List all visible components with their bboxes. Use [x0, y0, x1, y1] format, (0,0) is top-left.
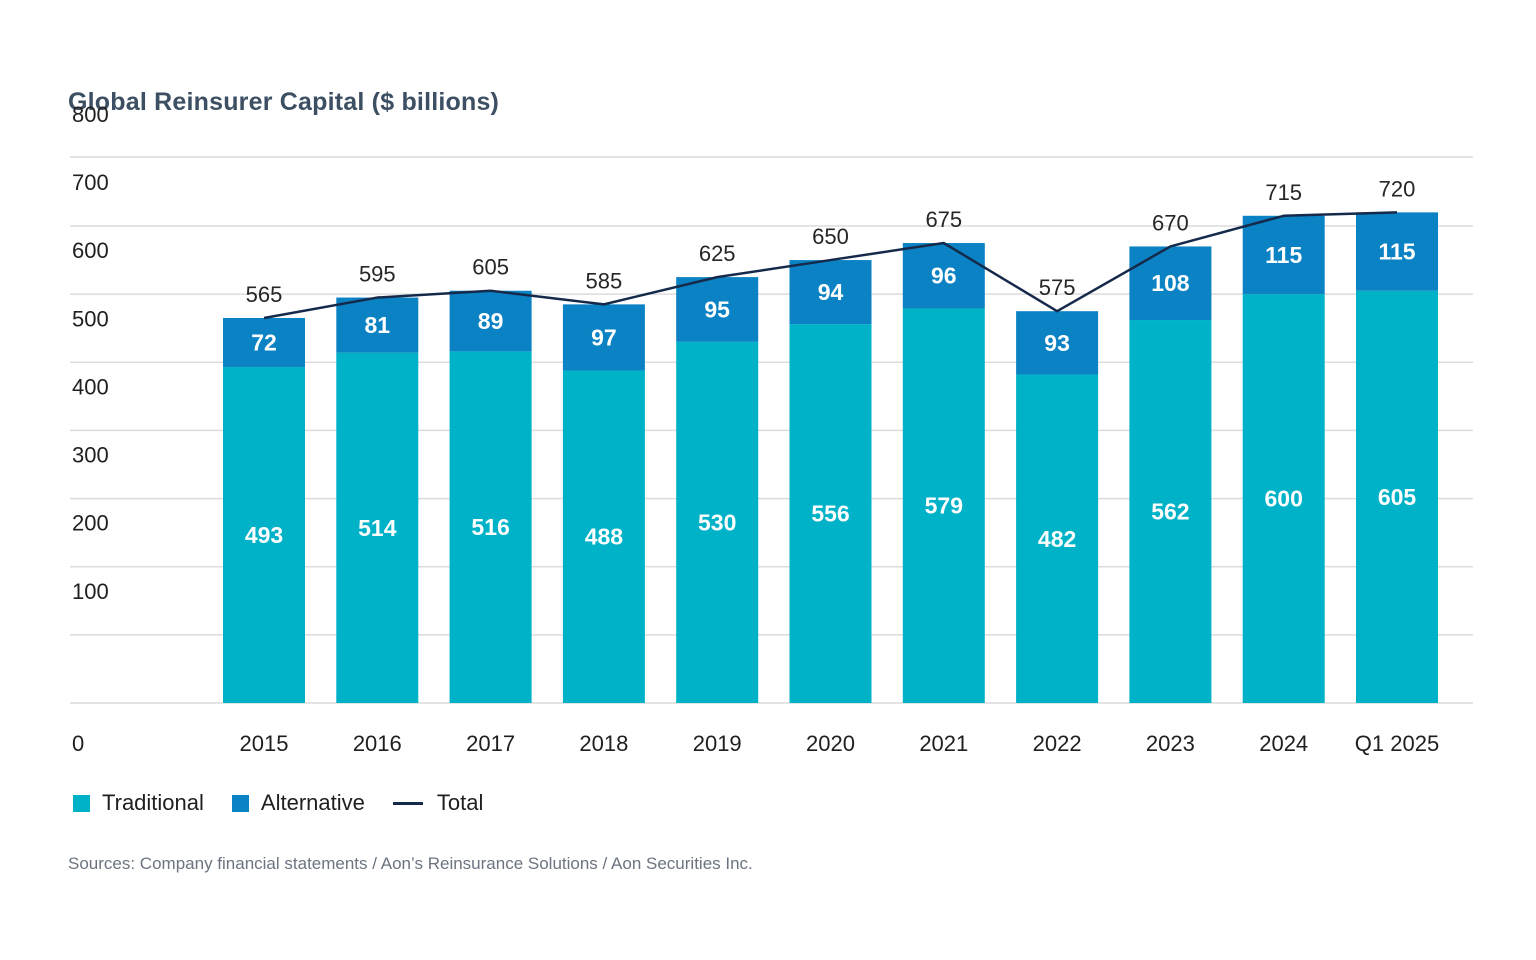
- data-label-total: 585: [586, 268, 623, 293]
- data-label-total: 720: [1379, 176, 1416, 201]
- bar-traditional: [223, 367, 305, 703]
- data-label-total: 625: [699, 241, 736, 266]
- y-tick-label: 600: [72, 238, 109, 263]
- data-label-alternative: 95: [704, 296, 730, 322]
- bar-alternative: [1016, 311, 1099, 375]
- data-label-total: 565: [246, 282, 283, 307]
- bar-alternative: [449, 290, 532, 352]
- y-tick-label: 300: [72, 443, 109, 468]
- data-label-alternative: 94: [818, 279, 844, 305]
- x-tick-label: 2015: [240, 731, 289, 756]
- data-labels: 493 72 565 514 81 595 516 89 605 488 97 585 530 95 625…: [245, 176, 1417, 551]
- data-label-traditional: 516: [471, 514, 509, 540]
- data-label-traditional: 530: [698, 509, 736, 535]
- series-line-total: [263, 211, 1398, 320]
- legend: Traditional Alternative Total: [73, 790, 511, 816]
- bar-alternative: [1129, 246, 1212, 321]
- data-label-total: 715: [1265, 180, 1302, 205]
- data-label-traditional: 605: [1378, 484, 1417, 510]
- legend-swatch-traditional: [73, 794, 90, 812]
- chart-title: Global Reinsurer Capital ($ billions): [68, 88, 500, 116]
- x-tick-label: 2021: [919, 731, 968, 756]
- y-tick-label: 800: [72, 102, 109, 127]
- x-tick-label: 2016: [353, 731, 402, 756]
- bar-alternative: [1356, 212, 1438, 291]
- legend-item-alternative: Alternative: [231, 790, 365, 816]
- x-tick-label: 2020: [806, 731, 855, 756]
- bar-traditional: [1242, 294, 1325, 703]
- bar-alternative: [1242, 215, 1325, 295]
- bars: [223, 212, 1438, 703]
- data-label-traditional: 562: [1151, 499, 1189, 525]
- y-axis-ticks: 0 100 200 300 400 500 600 700 800: [72, 102, 109, 756]
- bar-traditional: [789, 324, 872, 703]
- source-note: Sources: Company financial statements / …: [68, 854, 753, 873]
- data-label-alternative: 96: [931, 263, 957, 289]
- data-label-traditional: 493: [245, 522, 283, 548]
- bar-traditional: [902, 308, 985, 703]
- data-label-alternative: 93: [1044, 330, 1070, 356]
- data-label-traditional: 556: [811, 501, 849, 527]
- bar-alternative: [562, 304, 645, 371]
- x-tick-label: 2018: [579, 731, 628, 756]
- y-tick-label: 400: [72, 374, 109, 399]
- y-tick-label: 700: [72, 170, 109, 195]
- legend-label-traditional: Traditional: [102, 790, 204, 815]
- data-label-alternative: 89: [478, 308, 504, 334]
- legend-label-alternative: Alternative: [260, 790, 365, 815]
- bar-traditional: [1129, 320, 1212, 703]
- data-label-alternative: 81: [365, 312, 391, 338]
- bar-alternative: [676, 277, 759, 342]
- data-label-total: 595: [359, 262, 396, 287]
- bar-traditional: [1016, 374, 1099, 703]
- x-tick-label: 2019: [693, 731, 742, 756]
- legend-item-traditional: Traditional: [73, 790, 204, 816]
- data-label-alternative: 97: [591, 324, 617, 350]
- y-tick-label: 100: [72, 579, 109, 604]
- legend-label-total: Total: [436, 790, 484, 815]
- legend-swatch-total: [392, 801, 423, 805]
- data-label-total: 675: [925, 207, 962, 232]
- bar-traditional: [449, 351, 532, 703]
- x-tick-label: 2023: [1146, 731, 1195, 756]
- x-tick-label: 2024: [1259, 731, 1308, 756]
- data-label-alternative: 72: [251, 330, 277, 356]
- x-tick-label: Q1 2025: [1355, 731, 1439, 756]
- data-label-alternative: 115: [1265, 242, 1302, 268]
- bar-traditional: [336, 352, 419, 703]
- x-axis-categories: 2015 2016 2017 2018 2019 2020 2021 2022 2023 2024…: [240, 731, 1440, 756]
- bar-traditional: [1356, 290, 1438, 703]
- data-label-traditional: 482: [1038, 526, 1076, 552]
- data-label-traditional: 600: [1265, 486, 1303, 512]
- bar-alternative: [902, 243, 985, 309]
- legend-item-total: Total: [392, 790, 484, 816]
- bar-traditional: [562, 370, 645, 703]
- x-tick-label: 2022: [1033, 731, 1082, 756]
- bar-alternative: [789, 260, 872, 325]
- y-tick-label: 200: [72, 511, 109, 536]
- data-label-total: 575: [1039, 275, 1076, 300]
- data-label-traditional: 514: [358, 515, 397, 541]
- bar-alternative: [336, 297, 419, 353]
- data-label-alternative: 108: [1151, 270, 1190, 296]
- x-tick-label: 2017: [466, 731, 515, 756]
- data-label-traditional: 488: [585, 524, 624, 550]
- data-label-total: 650: [812, 224, 849, 249]
- legend-swatch-alternative: [231, 794, 249, 812]
- bar-traditional: [676, 341, 759, 703]
- bar-alternative: [223, 317, 305, 368]
- y-tick-label: 0: [72, 731, 84, 756]
- total-line-layer: [263, 211, 1398, 320]
- y-tick-label: 500: [72, 306, 109, 331]
- data-label-traditional: 579: [925, 493, 963, 519]
- data-label-alternative: 115: [1378, 239, 1415, 265]
- data-label-total: 605: [472, 255, 509, 280]
- data-label-total: 670: [1152, 210, 1189, 235]
